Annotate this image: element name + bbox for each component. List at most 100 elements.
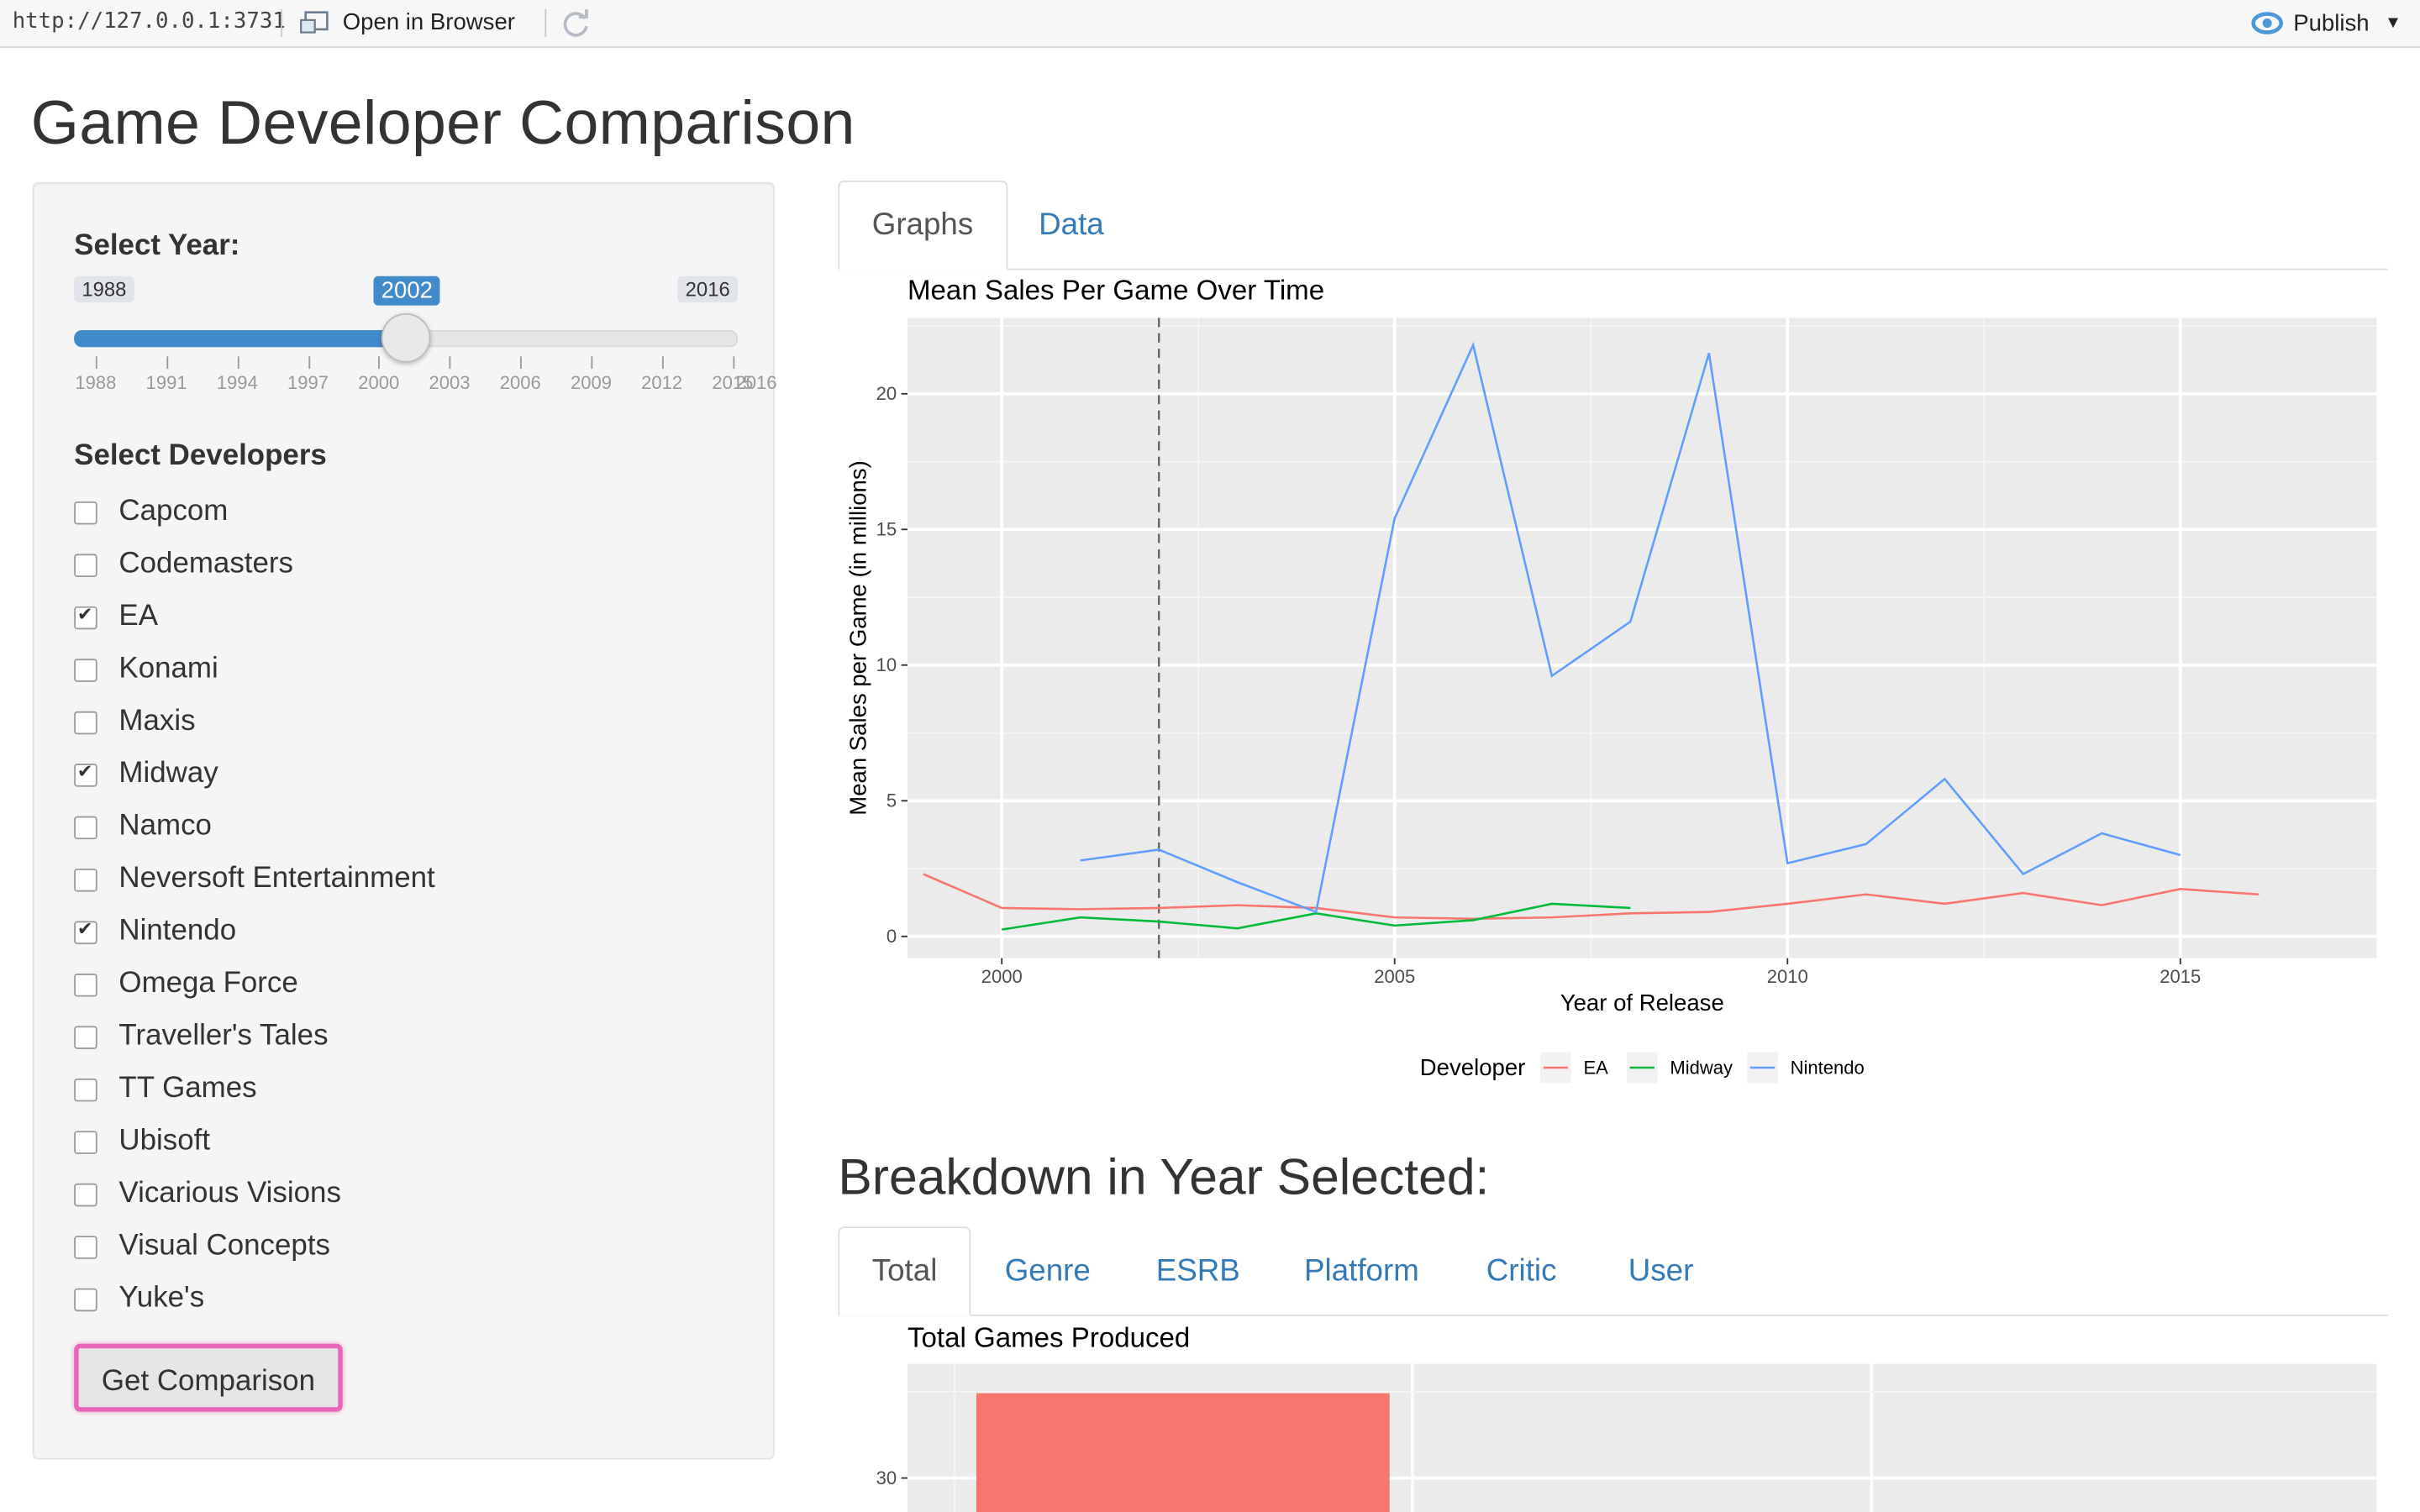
y-tick-label: 30 bbox=[876, 1467, 897, 1488]
developer-label: Maxis bbox=[118, 705, 196, 738]
series-line-ea bbox=[923, 873, 2260, 921]
tab-graphs[interactable]: Graphs bbox=[838, 180, 1007, 270]
line-chart-title: Mean Sales Per Game Over Time bbox=[908, 274, 1325, 306]
developer-label: Visual Concepts bbox=[118, 1229, 330, 1263]
developer-checkbox[interactable] bbox=[74, 760, 97, 786]
open-in-browser-button[interactable]: Open in Browser bbox=[299, 9, 515, 35]
page-title: Game Developer Comparison bbox=[30, 89, 855, 158]
tab-critic[interactable]: Critic bbox=[1486, 1254, 1557, 1289]
developer-option[interactable]: Midway bbox=[74, 751, 218, 797]
breakdown-tabs: Total Genre ESRB Platform Critic User bbox=[838, 1226, 2388, 1316]
slider-tick bbox=[450, 356, 451, 369]
developer-checkbox[interactable] bbox=[74, 1182, 97, 1206]
developer-option[interactable]: Codemasters bbox=[74, 542, 293, 588]
developer-option[interactable]: EA bbox=[74, 594, 158, 640]
tab-esrb[interactable]: ESRB bbox=[1155, 1254, 1240, 1289]
year-slider[interactable]: 1988 2016 2002 1988 1991 1994 1997 2000 2003 2… bbox=[74, 276, 777, 415]
slider-tick-label: 1997 bbox=[287, 371, 329, 394]
legend-label: EA bbox=[1583, 1057, 1608, 1078]
x-tick-label: 2015 bbox=[2160, 966, 2201, 987]
tab-platform[interactable]: Platform bbox=[1304, 1254, 1419, 1289]
developer-option[interactable]: Namco bbox=[74, 804, 212, 850]
developer-option[interactable]: Nintendo bbox=[74, 909, 236, 955]
developer-checkbox[interactable] bbox=[74, 815, 97, 839]
slider-tick-label: 2003 bbox=[429, 371, 471, 394]
developer-label: EA bbox=[118, 600, 159, 633]
developer-checkbox[interactable] bbox=[74, 553, 97, 577]
slider-handle[interactable] bbox=[381, 312, 431, 363]
developer-option[interactable]: Capcom bbox=[74, 489, 228, 535]
mean-sales-line-chart: 2000 2005 2010 2015 0 5 10 15 20 Year of Release M… bbox=[844, 318, 2377, 1084]
developer-checkbox[interactable] bbox=[74, 1287, 97, 1311]
developer-checkbox[interactable] bbox=[74, 602, 97, 629]
developer-label: Yuke's bbox=[118, 1282, 205, 1315]
y-axis-title: Mean Sales per Game (in millions) bbox=[844, 460, 871, 816]
developer-option[interactable]: Konami bbox=[74, 647, 218, 693]
slider-tick bbox=[520, 356, 523, 369]
y-tick-label: 20 bbox=[876, 383, 897, 404]
slider-tick-label: 2015 bbox=[712, 371, 754, 394]
tab-total[interactable]: Total bbox=[838, 1226, 971, 1316]
legend-label: Midway bbox=[1670, 1057, 1733, 1078]
slider-tick bbox=[166, 356, 168, 369]
developer-checkbox[interactable] bbox=[74, 1235, 97, 1258]
legend-title: Developer bbox=[1420, 1054, 1526, 1080]
developer-label: Codemasters bbox=[118, 548, 293, 580]
developer-option[interactable]: Maxis bbox=[74, 699, 196, 745]
x-tick-label: 2010 bbox=[1767, 966, 1808, 987]
x-tick-label: 2000 bbox=[981, 966, 1023, 987]
publish-button[interactable]: Publish ▼ bbox=[2250, 9, 2402, 37]
developer-label: Omega Force bbox=[118, 967, 298, 1000]
developer-option[interactable]: Neversoft Entertainment bbox=[74, 856, 435, 902]
developer-checkbox[interactable] bbox=[74, 710, 97, 734]
developer-checkbox[interactable] bbox=[74, 1130, 97, 1153]
slider-ticks: 1988 1991 1994 1997 2000 2003 2006 2009 2012 2015… bbox=[74, 356, 777, 402]
y-tick-label: 5 bbox=[886, 790, 897, 811]
publish-label: Publish bbox=[2293, 9, 2370, 37]
slider-tick bbox=[237, 356, 239, 369]
slider-fill bbox=[74, 330, 405, 348]
slider-value-label: 2002 bbox=[373, 276, 441, 306]
developers-label: Select Developers bbox=[74, 439, 327, 473]
slider-min-label: 1988 bbox=[74, 276, 134, 303]
developer-label: Nintendo bbox=[118, 915, 237, 948]
developer-label: Capcom bbox=[118, 495, 229, 528]
developer-option[interactable]: Visual Concepts bbox=[74, 1224, 330, 1270]
y-tick-label: 10 bbox=[876, 654, 897, 675]
developer-option[interactable]: Omega Force bbox=[74, 961, 298, 1007]
developer-option[interactable]: Vicarious Visions bbox=[74, 1171, 341, 1217]
series-line-nintendo bbox=[1080, 341, 2181, 914]
x-tick-label: 2005 bbox=[1374, 966, 1415, 987]
developer-checkbox[interactable] bbox=[74, 1077, 97, 1101]
slider-max-label: 2016 bbox=[677, 276, 738, 303]
developer-checkbox[interactable] bbox=[74, 917, 97, 944]
slider-tick-label: 2000 bbox=[358, 371, 400, 394]
slider-tick-label: 1988 bbox=[75, 371, 117, 394]
tab-genre[interactable]: Genre bbox=[1004, 1254, 1091, 1289]
get-comparison-button[interactable]: Get Comparison bbox=[74, 1343, 343, 1412]
refresh-icon[interactable] bbox=[559, 6, 592, 39]
slider-tick bbox=[661, 356, 664, 369]
developer-option[interactable]: Ubisoft bbox=[74, 1119, 210, 1165]
chevron-down-icon: ▼ bbox=[2384, 13, 2402, 33]
developer-label: Traveller's Tales bbox=[118, 1020, 329, 1053]
developer-checkbox[interactable] bbox=[74, 1025, 97, 1049]
main-tabs: Graphs Data bbox=[838, 180, 2388, 270]
slider-tick bbox=[591, 356, 593, 369]
developer-option[interactable]: Traveller's Tales bbox=[74, 1014, 329, 1060]
open-in-browser-label: Open in Browser bbox=[342, 9, 515, 36]
x-axis-title: Year of Release bbox=[1560, 990, 1724, 1016]
tab-data[interactable]: Data bbox=[1039, 207, 1104, 243]
slider-tick bbox=[95, 356, 97, 369]
developer-checkbox[interactable] bbox=[74, 658, 97, 681]
developer-checkbox[interactable] bbox=[74, 501, 97, 524]
developer-checkbox[interactable] bbox=[74, 973, 97, 996]
tab-user[interactable]: User bbox=[1628, 1254, 1694, 1289]
developer-label: Neversoft Entertainment bbox=[118, 862, 435, 895]
url-text: http://127.0.0.1:3731 bbox=[12, 9, 286, 34]
developer-option[interactable]: Yuke's bbox=[74, 1276, 204, 1322]
total-games-bar-chart: 30 bbox=[876, 1363, 2377, 1512]
developer-option[interactable]: TT Games bbox=[74, 1066, 257, 1112]
plot-panel bbox=[908, 318, 2377, 958]
developer-checkbox[interactable] bbox=[74, 868, 97, 891]
